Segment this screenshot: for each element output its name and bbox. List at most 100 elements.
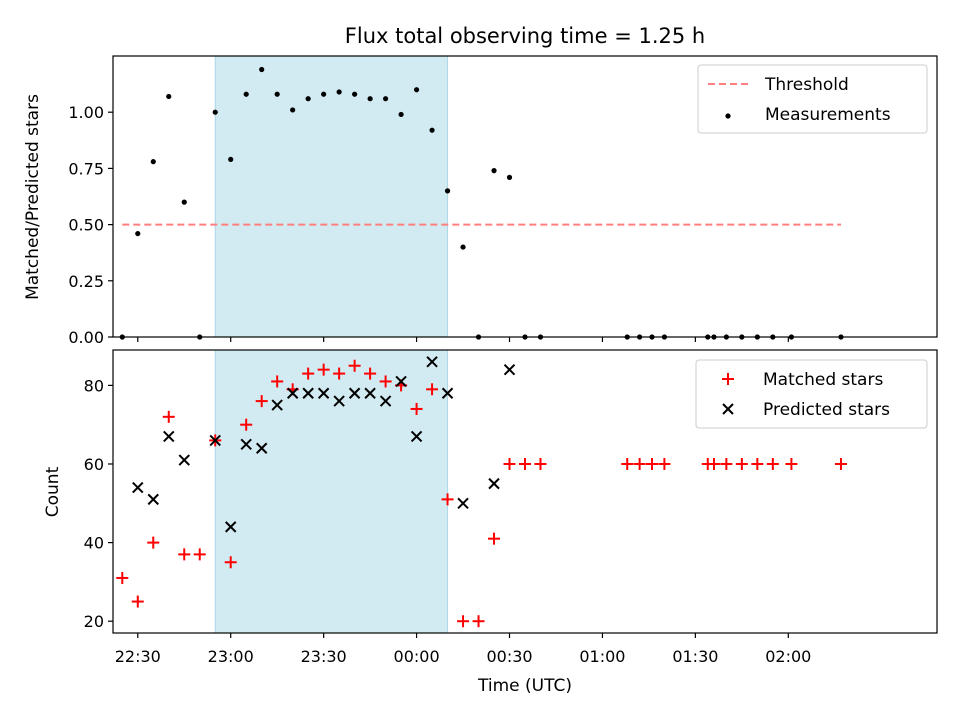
- matched-star-point: [519, 457, 531, 470]
- predicted-star-point: [348, 387, 361, 399]
- measurement-point: [166, 93, 172, 100]
- measurement-point: [460, 244, 466, 250]
- legend-predicted-label: Predicted stars: [763, 400, 890, 420]
- measurement-point: [367, 96, 373, 102]
- bottom-grid-ticks: 20 40 60 80: [84, 376, 789, 638]
- top-ytick-label: 0.75: [68, 159, 104, 178]
- matched-star-point: [147, 536, 160, 549]
- xtick-label: 22:30: [115, 647, 161, 666]
- matched-star-point: [720, 457, 733, 470]
- predicted-star-point: [132, 481, 144, 494]
- bottom-legend: Matched stars Predicted stars: [695, 359, 928, 429]
- measurement-point: [228, 156, 234, 163]
- chart-title: Flux total observing time = 1.25 h: [345, 24, 705, 48]
- matched-star-point: [271, 375, 284, 388]
- bottom-ylabel: Count: [43, 466, 63, 517]
- measurement-point: [383, 96, 389, 102]
- bottom-panel: 20 40 60 80 Count Matched stars Predicted s…: [43, 349, 938, 638]
- matched-star-point: [410, 402, 423, 415]
- predicted-star-point: [426, 356, 438, 368]
- bottom-ytick-label: 80: [84, 376, 104, 395]
- xtick-label: 00:00: [394, 647, 440, 666]
- legend-matched-swatch: [722, 373, 734, 385]
- measurement-point: [290, 107, 296, 113]
- xtick-label: 23:00: [208, 647, 254, 666]
- measurement-point: [212, 109, 218, 115]
- matched-star-point: [224, 556, 237, 569]
- matched-star-point: [302, 367, 315, 380]
- predicted-star-point: [410, 430, 423, 443]
- matched-star-point: [472, 615, 485, 628]
- predicted-star-point: [240, 438, 252, 451]
- matched-star-point: [255, 395, 268, 408]
- predicted-star-point: [163, 430, 175, 443]
- measurement-point: [150, 159, 156, 165]
- matched-star-point: [178, 548, 191, 561]
- legend-predicted-swatch: [722, 403, 734, 415]
- top-grid-ticks: 0.00 0.25 0.50 0.75 1.00: [68, 103, 789, 347]
- matched-star-point: [766, 457, 779, 470]
- predicted-star-point: [209, 434, 221, 447]
- measurement-point: [352, 91, 358, 97]
- matched-star-point: [534, 457, 547, 470]
- matched-star-point: [646, 457, 659, 470]
- bottom-ytick-label: 60: [84, 455, 104, 474]
- x-tick-labels: 22:30 23:00 23:30 00:00 00:30 01:00 01:30 02:00: [115, 647, 812, 666]
- top-legend-box: [697, 64, 928, 134]
- top-ytick-label: 0.00: [68, 328, 104, 347]
- bottom-observing-span: [214, 349, 449, 634]
- predicted-star-point: [317, 387, 330, 399]
- matched-star-point: [633, 457, 646, 470]
- bottom-ytick-label: 20: [84, 612, 104, 631]
- predicted-star-point: [364, 387, 376, 399]
- measurement-point: [305, 96, 311, 102]
- legend-threshold-label: Threshold: [764, 75, 849, 95]
- matched-star-point: [441, 493, 454, 506]
- matched-star-point: [457, 615, 470, 628]
- predicted-star-point: [255, 442, 268, 454]
- measurement-point: [321, 91, 327, 97]
- xtick-label: 23:30: [301, 647, 347, 666]
- measurement-point: [413, 87, 420, 93]
- matched-star-point: [658, 457, 671, 470]
- matched-star-point: [503, 457, 516, 470]
- xtick-label: 01:00: [579, 647, 625, 666]
- top-legend: Threshold Measurements: [697, 64, 928, 134]
- top-ytick-label: 1.00: [68, 103, 104, 122]
- matched-star-point: [162, 410, 175, 423]
- matched-star-point: [240, 418, 253, 431]
- legend-measurements-label: Measurements: [765, 105, 891, 125]
- predicted-star-point: [286, 387, 299, 399]
- matched-star-point: [116, 571, 129, 584]
- matched-star-point: [193, 548, 206, 561]
- measurement-point: [336, 89, 342, 95]
- measurement-point: [506, 174, 513, 180]
- top-ytick-label: 0.50: [68, 216, 104, 235]
- top-highlight-layer: [214, 55, 449, 338]
- matched-star-point: [785, 457, 798, 470]
- predicted-star-point: [178, 454, 190, 466]
- top-panel: 0.00 0.25 0.50 0.75 1.00 Matched/Predicted s…: [23, 55, 938, 347]
- matched-star-point: [333, 367, 346, 380]
- measurement-point: [491, 168, 497, 174]
- predicted-star-point: [488, 477, 500, 490]
- legend-matched-label: Matched stars: [763, 370, 883, 390]
- matched-star-point: [317, 363, 330, 376]
- predicted-star-point: [271, 399, 283, 411]
- top-plot-frame: [112, 55, 938, 338]
- bottom-legend-box: [695, 359, 928, 429]
- matched-star-point: [735, 457, 748, 470]
- matched-star-point: [751, 457, 764, 470]
- matched-star-point: [348, 359, 361, 372]
- predicted-star-point: [333, 395, 345, 407]
- x-axis-label: Time (UTC): [477, 676, 572, 696]
- xtick-label: 00:30: [486, 647, 532, 666]
- predicted-star-point: [379, 395, 392, 407]
- xtick-label: 02:00: [765, 647, 811, 666]
- predicted-star-point: [441, 387, 454, 399]
- predicted-star-point: [147, 493, 159, 506]
- matched-star-point: [488, 532, 501, 545]
- bottom-plot-frame: [112, 349, 938, 634]
- measurement-point: [259, 66, 265, 73]
